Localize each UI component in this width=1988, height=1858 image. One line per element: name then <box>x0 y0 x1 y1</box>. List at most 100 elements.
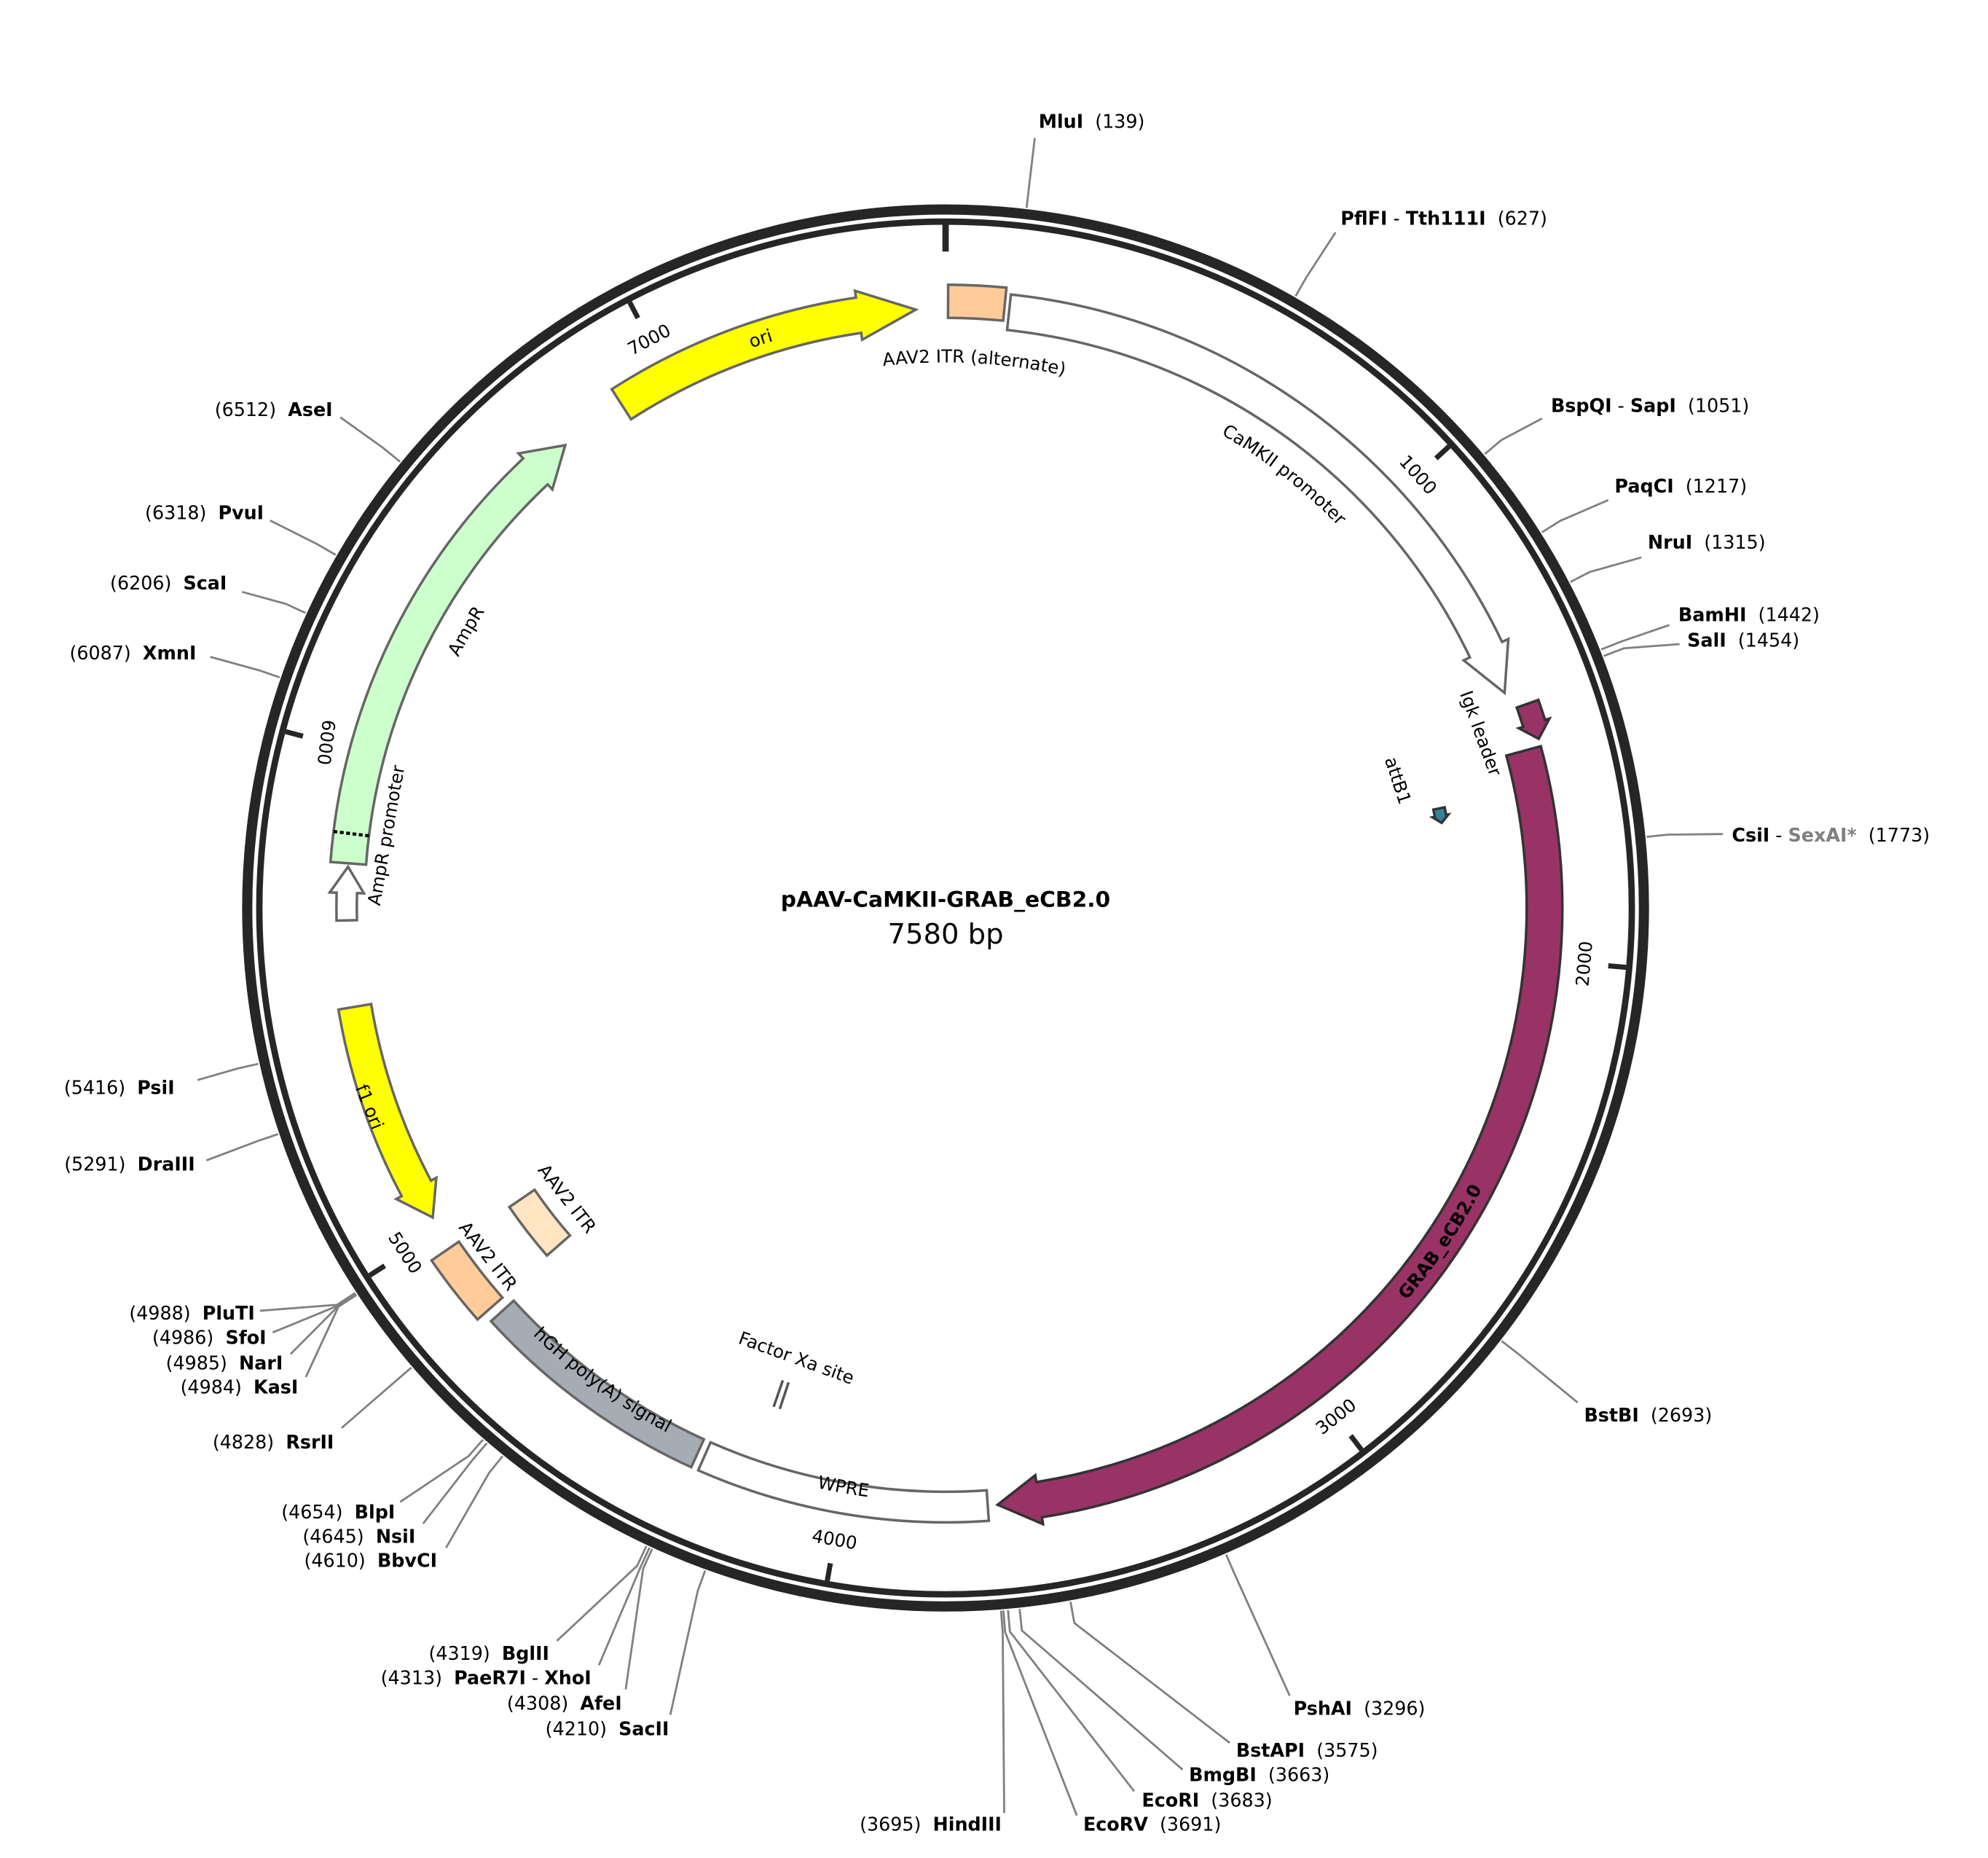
leader-line <box>289 1293 357 1355</box>
enzyme-name: NarI <box>239 1352 283 1373</box>
enzyme-label: BstBI (2693) <box>1584 1404 1712 1426</box>
enzyme-position: (4210) <box>546 1717 607 1739</box>
backbone <box>242 204 1649 1612</box>
feature-grab-ecb2-0 <box>995 745 1564 1526</box>
enzyme-label: (4319) BglII <box>428 1642 549 1664</box>
feature-ori <box>610 289 919 421</box>
enzyme-position: (1442) <box>1759 604 1820 626</box>
enzyme-position: (4645) <box>302 1525 364 1547</box>
enzyme-position: (6206) <box>110 572 171 594</box>
restriction-site: (4984) KasI <box>181 1293 358 1398</box>
spacer <box>276 399 288 420</box>
enzyme-position: (3663) <box>1268 1763 1329 1785</box>
separator: - <box>526 1666 544 1688</box>
enzyme-position: (4654) <box>281 1501 342 1523</box>
enzyme-label: (4313) PaeR7I - XhoI <box>381 1666 592 1688</box>
enzyme-name: PvuI <box>219 502 264 524</box>
enzyme-position: (3296) <box>1364 1697 1425 1719</box>
enzyme-position: (3575) <box>1316 1739 1378 1761</box>
spacer <box>490 1642 502 1664</box>
enzyme-name: SacII <box>618 1717 669 1739</box>
enzyme-name: XhoI <box>544 1666 591 1688</box>
spacer <box>343 1501 355 1523</box>
enzyme-name: PshAI <box>1294 1697 1352 1719</box>
enzyme-position: (4610) <box>305 1550 366 1572</box>
enzyme-name: BbvCI <box>377 1550 437 1572</box>
enzyme-label: (4984) KasI <box>181 1376 299 1398</box>
enzyme-position: (4988) <box>129 1302 190 1324</box>
enzyme-name: BmgBI <box>1189 1763 1257 1785</box>
enzyme-name: SexAI* <box>1788 824 1857 846</box>
feature-label: GRAB_eCB2.0 <box>1394 1180 1486 1303</box>
restriction-site: (4610) BbvCI <box>305 1455 504 1572</box>
enzyme-name: PaeR7I <box>454 1666 526 1688</box>
restriction-site: (4308) AfeI <box>507 1548 653 1714</box>
tick-label: 5000 <box>384 1228 426 1277</box>
enzyme-position: (4986) <box>152 1326 213 1348</box>
enzyme-name: PluTI <box>203 1302 255 1324</box>
leader-line <box>1501 1340 1579 1403</box>
spacer <box>191 1302 203 1324</box>
enzyme-position: (1773) <box>1869 824 1930 846</box>
enzyme-position: (2693) <box>1651 1404 1712 1426</box>
tick-mark <box>1608 963 1627 971</box>
feature-label: Factor Xa site <box>736 1328 857 1389</box>
feature-hgh-poly-a-signal <box>489 1298 706 1469</box>
enzyme-name: PaqCI <box>1614 475 1673 497</box>
enzyme-label: MluI (139) <box>1039 111 1145 133</box>
spacer <box>1305 1739 1316 1761</box>
restriction-site: PshAI (3296) <box>1225 1553 1425 1719</box>
feature-ampr <box>329 443 567 866</box>
enzyme-name: CsiI <box>1732 824 1769 846</box>
enzyme-name: Tth111I <box>1406 207 1486 229</box>
enzyme-name: AfeI <box>580 1692 621 1714</box>
leader-line <box>205 1133 279 1161</box>
feature-label-text: GRAB_eCB2.0 <box>1394 1180 1486 1303</box>
enzyme-position: (6318) <box>145 502 206 524</box>
enzyme-label: (4610) BbvCI <box>305 1550 438 1572</box>
spacer <box>242 1376 254 1398</box>
enzyme-name: EcoRV <box>1083 1814 1148 1835</box>
enzyme-position: (4308) <box>507 1692 568 1714</box>
enzyme-position: (4985) <box>166 1352 227 1373</box>
leader-line <box>1069 1601 1230 1744</box>
leader-line <box>999 1610 1005 1814</box>
enzyme-position: (1454) <box>1738 630 1799 651</box>
spacer <box>921 1814 932 1835</box>
leader-line <box>210 656 280 679</box>
leader-line <box>1007 1610 1136 1792</box>
feature-label-text: AAV2 ITR (alternate) <box>881 345 1068 380</box>
feature-label: attB1 <box>1380 754 1415 807</box>
restriction-site: (4828) RsrII <box>213 1366 412 1453</box>
enzyme-name: PsiI <box>137 1077 174 1099</box>
leader-line <box>259 1292 356 1312</box>
enzyme-label: (6206) ScaI <box>110 572 227 594</box>
enzyme-label: BmgBI (3663) <box>1189 1763 1329 1785</box>
enzyme-name: BstBI <box>1584 1404 1638 1426</box>
enzyme-name: HindIII <box>933 1814 1002 1835</box>
enzyme-label: BstAPI (3575) <box>1236 1739 1378 1761</box>
enzyme-name: SfoI <box>225 1326 266 1348</box>
enzyme-label: PflFI - Tth111I (627) <box>1340 207 1547 229</box>
restriction-site: PaqCI (1217) <box>1541 475 1747 533</box>
enzyme-label: (4210) SacII <box>546 1717 669 1739</box>
feature-label: Igk leader <box>1455 688 1506 780</box>
feature-camkii-promoter <box>1005 293 1510 696</box>
spacer <box>1692 531 1704 553</box>
enzyme-position: (4313) <box>381 1666 442 1688</box>
restriction-site: (4654) BlpI <box>281 1438 484 1523</box>
enzyme-label: CsiI - SexAI* (1773) <box>1732 824 1930 846</box>
tick-mark <box>1348 1434 1364 1451</box>
enzyme-position: (3691) <box>1160 1814 1221 1835</box>
restriction-site: MluI (139) <box>1025 111 1145 208</box>
spacer <box>125 1077 137 1099</box>
leader-line <box>1018 1609 1184 1771</box>
enzyme-label: BspQI - SapI (1051) <box>1551 395 1749 417</box>
leader-line <box>1603 643 1680 657</box>
feature-aav2-itr <box>507 1188 572 1258</box>
restriction-site: (5291) DraIII <box>64 1133 279 1175</box>
enzyme-name: PflFI <box>1340 207 1387 229</box>
feature-label: AmpR <box>444 603 489 659</box>
restriction-site: NruI (1315) <box>1570 531 1766 583</box>
